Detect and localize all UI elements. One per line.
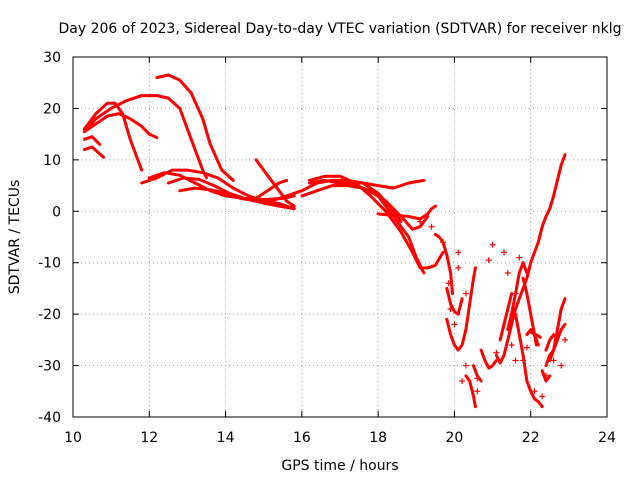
scatter-point — [489, 241, 496, 248]
scatter-point — [523, 344, 530, 351]
series-arc-1 — [82, 101, 144, 172]
plot-frame — [72, 56, 608, 418]
x-tick-label: 14 — [217, 430, 235, 446]
series-arc-11 — [254, 158, 296, 208]
series-arc-16 — [300, 184, 426, 275]
series-arc-25 — [494, 153, 567, 365]
x-tick-label: 24 — [598, 430, 616, 446]
series-arc-22 — [464, 374, 477, 409]
series-arc-2 — [82, 112, 159, 140]
scatter-point — [531, 388, 538, 395]
scatter-point — [455, 249, 462, 256]
scatter-point — [474, 375, 481, 382]
scatter-point — [516, 254, 523, 261]
scatter-point — [558, 362, 565, 369]
scatter-point — [459, 378, 466, 384]
y-tick-label: 10 — [43, 153, 61, 169]
scatter-point — [520, 357, 527, 364]
series-arc-5 — [82, 135, 102, 146]
x-tick-label: 20 — [446, 430, 464, 446]
scatter-point — [493, 349, 500, 356]
scatter-point — [417, 218, 424, 225]
scatter-point — [428, 223, 435, 230]
axis-ticks: 10 12 14 16 18 20 22 24 -40 -30 -20 -10 0 10 20 30 — [38, 50, 616, 446]
scatter-point — [512, 290, 519, 297]
scatter-point — [451, 321, 458, 328]
scatter-point — [501, 249, 508, 256]
scatter-point — [455, 264, 462, 271]
scatter-point — [474, 388, 481, 395]
x-tick-label: 12 — [140, 430, 158, 446]
y-axis-label: SDTVAR / TECUs — [7, 180, 23, 295]
scatter-point — [562, 336, 569, 343]
chart-title: Day 206 of 2023, Sidereal Day-to-day VTE… — [59, 21, 622, 37]
grid-lines — [73, 57, 607, 417]
series-arc-24 — [479, 348, 498, 370]
x-tick-label: 10 — [64, 430, 82, 446]
series-arc-28 — [514, 312, 544, 409]
series-arc-35 — [529, 330, 542, 339]
scatter-point — [462, 290, 469, 297]
scatter-point — [550, 357, 557, 364]
series-arc-10 — [178, 186, 273, 204]
data-series — [82, 73, 569, 409]
series-arc-31 — [540, 369, 552, 383]
series-arc-12 — [254, 178, 289, 200]
y-tick-label: 20 — [43, 101, 61, 117]
y-tick-label: -30 — [38, 359, 61, 375]
y-tick-label: -20 — [38, 307, 61, 323]
series-arc-4 — [155, 73, 235, 182]
scatter-point — [504, 270, 511, 276]
scatter-point — [512, 357, 519, 364]
scatter-point — [447, 306, 454, 312]
series-arc-17 — [330, 181, 403, 224]
series-arc-20 — [445, 286, 464, 316]
scatter-point — [485, 257, 492, 264]
y-tick-label: -40 — [38, 410, 61, 426]
series-arc-27 — [506, 261, 529, 332]
y-tick-label: 30 — [43, 50, 61, 66]
x-tick-label: 18 — [369, 430, 387, 446]
scatter-point — [539, 393, 546, 400]
y-tick-label: -10 — [38, 256, 61, 272]
x-tick-label: 16 — [293, 430, 311, 446]
scatter-point — [445, 280, 452, 287]
y-tick-label: 0 — [52, 204, 61, 220]
series-arc-26 — [498, 292, 514, 342]
series-arc-19 — [433, 232, 454, 296]
series-arc-3 — [82, 94, 208, 180]
series-arc-14 — [308, 174, 445, 270]
x-axis-label: GPS time / hours — [281, 458, 398, 474]
scatter-point — [439, 239, 446, 246]
x-tick-label: 22 — [522, 430, 540, 446]
series-arc-21 — [445, 266, 477, 352]
scatter-point — [462, 362, 469, 369]
scatter-point — [508, 342, 515, 348]
series-arc-34 — [548, 297, 567, 362]
series-arc-6 — [82, 145, 105, 159]
scatter-point — [542, 372, 549, 379]
